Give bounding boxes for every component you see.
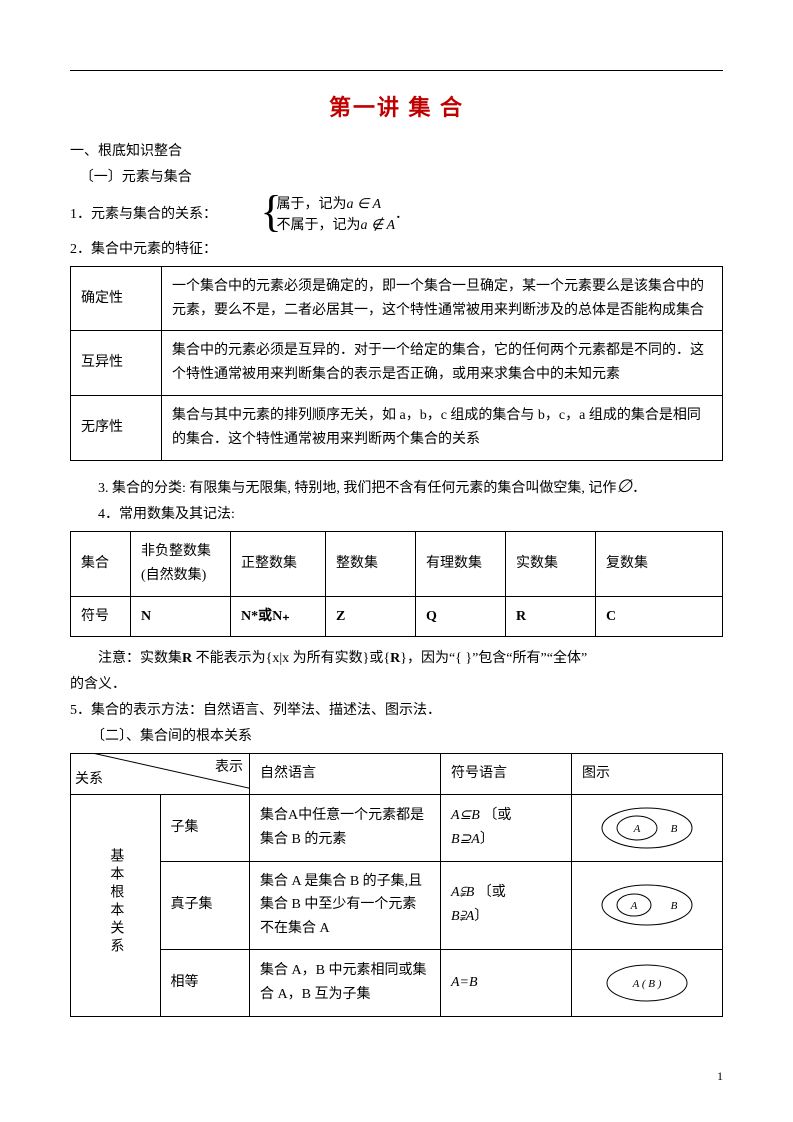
cell: 复数集 [596, 531, 723, 596]
page: 第一讲 集 合 一、根底知识整合 〔一〕元素与集合 1．元素与集合的关系： { … [0, 0, 793, 1122]
feature-key: 互异性 [71, 331, 162, 396]
table-header-row: 表示 关系 自然语言 符号语言 图示 [71, 753, 723, 794]
relation-name: 相等 [160, 949, 250, 1016]
cell: 集合 [71, 531, 131, 596]
cell: N*或N₊ [231, 596, 326, 637]
cell: C [596, 596, 723, 637]
cell: 有理数集 [416, 531, 506, 596]
section-1-heading: 一、根底知识整合 [70, 140, 723, 164]
relations-brace: { 属于，记为a ∈ A 不属于，记为a ∉ A [261, 194, 396, 236]
brace-glyph: { [261, 190, 282, 234]
page-title: 第一讲 集 合 [70, 89, 723, 126]
venn-equal-icon: A ( B ) [592, 958, 702, 1008]
cell: 非负整数集(自然数集) [131, 531, 231, 596]
cell: 整数集 [326, 531, 416, 596]
cell: 实数集 [506, 531, 596, 596]
venn-proper-subset-icon: A B [592, 880, 702, 930]
relation-name: 子集 [160, 794, 250, 861]
venn-cell: A B [572, 794, 723, 861]
relation-lang: 集合 A 是集合 B 的子集,且集合 B 中至少有一个元素不在集合 A [250, 861, 441, 949]
venn-cell: A ( B ) [572, 949, 723, 1016]
feature-key: 确定性 [71, 266, 162, 331]
relation-symbol: A⫋B 〔或 B⫌A〕 [441, 861, 572, 949]
table-row: 符号 N N*或N₊ Z Q R C [71, 596, 723, 637]
svg-text:B: B [671, 900, 678, 912]
cell: Z [326, 596, 416, 637]
item-5: 5．集合的表示方法：自然语言、列举法、描述法、图示法． [70, 699, 723, 723]
page-number: 1 [717, 1066, 723, 1086]
svg-text:A: A [633, 823, 641, 835]
table-row: 集合 非负整数集(自然数集) 正整数集 整数集 有理数集 实数集 复数集 [71, 531, 723, 596]
cell: R [506, 596, 596, 637]
note-line-2: 的含义． [70, 673, 723, 697]
section-1-2-heading: 〔二〕、集合间的根本关系 [70, 725, 723, 749]
feature-desc: 集合中的元素必须是互异的．对于一个给定的集合，它的任何两个元素都是不同的．这个特… [162, 331, 723, 396]
table-row: 相等 集合 A，B 中元素相同或集合 A，B 互为子集 A=B A ( B ) [71, 949, 723, 1016]
note-line-1: 注意：实数集R 不能表示为{x|x 为所有实数}或{R}，因为“{ }”包含“所… [70, 647, 723, 671]
table-row: 互异性 集合中的元素必须是互异的．对于一个给定的集合，它的任何两个元素都是不同的… [71, 331, 723, 396]
group-cell: 基本根本关系 [71, 794, 161, 1016]
relation-name: 真子集 [160, 861, 250, 949]
header-cell: 符号语言 [441, 753, 572, 794]
item-3: 3. 集合的分类: 有限集与无限集, 特别地, 我们把不含有任何元素的集合叫做空… [70, 471, 723, 502]
cell: Q [416, 596, 506, 637]
relations-table: 表示 关系 自然语言 符号语言 图示 基本根本关系 子集 集合A中任意一个元素都… [70, 753, 723, 1017]
empty-set-symbol: ∅ [616, 476, 632, 496]
table-row: 确定性 一个集合中的元素必须是确定的，即一个集合一旦确定，某一个元素要么是该集合… [71, 266, 723, 331]
relation-in: 属于，记为a ∈ A [277, 194, 396, 215]
table-row: 基本根本关系 子集 集合A中任意一个元素都是集合 B 的元素 A⊆B 〔或 B⊇… [71, 794, 723, 861]
venn-subset-icon: A B [592, 803, 702, 853]
features-table: 确定性 一个集合中的元素必须是确定的，即一个集合一旦确定，某一个元素要么是该集合… [70, 266, 723, 461]
table-row: 无序性 集合与其中元素的排列顺序无关，如 a，b，c 组成的集合与 b，c，a … [71, 395, 723, 460]
section-1-1-heading: 〔一〕元素与集合 [70, 166, 723, 190]
cell: N [131, 596, 231, 637]
svg-text:B: B [671, 823, 678, 835]
item-1-label: 1．元素与集合的关系： [70, 207, 217, 222]
item-1: 1．元素与集合的关系： { 属于，记为a ∈ A 不属于，记为a ∉ A ． [70, 194, 723, 236]
svg-text:A: A [630, 900, 638, 912]
number-sets-table: 集合 非负整数集(自然数集) 正整数集 整数集 有理数集 实数集 复数集 符号 … [70, 531, 723, 637]
cell: 符号 [71, 596, 131, 637]
item-4: 4．常用数集及其记法: [70, 503, 723, 527]
header-cell: 自然语言 [250, 753, 441, 794]
relation-symbol: A⊆B 〔或 B⊇A〕 [441, 794, 572, 861]
table-row: 真子集 集合 A 是集合 B 的子集,且集合 B 中至少有一个元素不在集合 A … [71, 861, 723, 949]
feature-key: 无序性 [71, 395, 162, 460]
relation-symbol: A=B [441, 949, 572, 1016]
item-2-label: 2．集合中元素的特征： [70, 238, 723, 262]
relation-lang: 集合A中任意一个元素都是集合 B 的元素 [250, 794, 441, 861]
venn-cell: A B [572, 861, 723, 949]
feature-desc: 集合与其中元素的排列顺序无关，如 a，b，c 组成的集合与 b，c，a 组成的集… [162, 395, 723, 460]
top-rule [70, 70, 723, 71]
diagonal-header: 表示 关系 [71, 753, 250, 794]
relation-notin: 不属于，记为a ∉ A [277, 215, 396, 236]
feature-desc: 一个集合中的元素必须是确定的，即一个集合一旦确定，某一个元素要么是该集合中的元素… [162, 266, 723, 331]
svg-text:A ( B ): A ( B ) [632, 978, 662, 990]
cell: 正整数集 [231, 531, 326, 596]
relation-lang: 集合 A，B 中元素相同或集合 A，B 互为子集 [250, 949, 441, 1016]
header-cell: 图示 [572, 753, 723, 794]
